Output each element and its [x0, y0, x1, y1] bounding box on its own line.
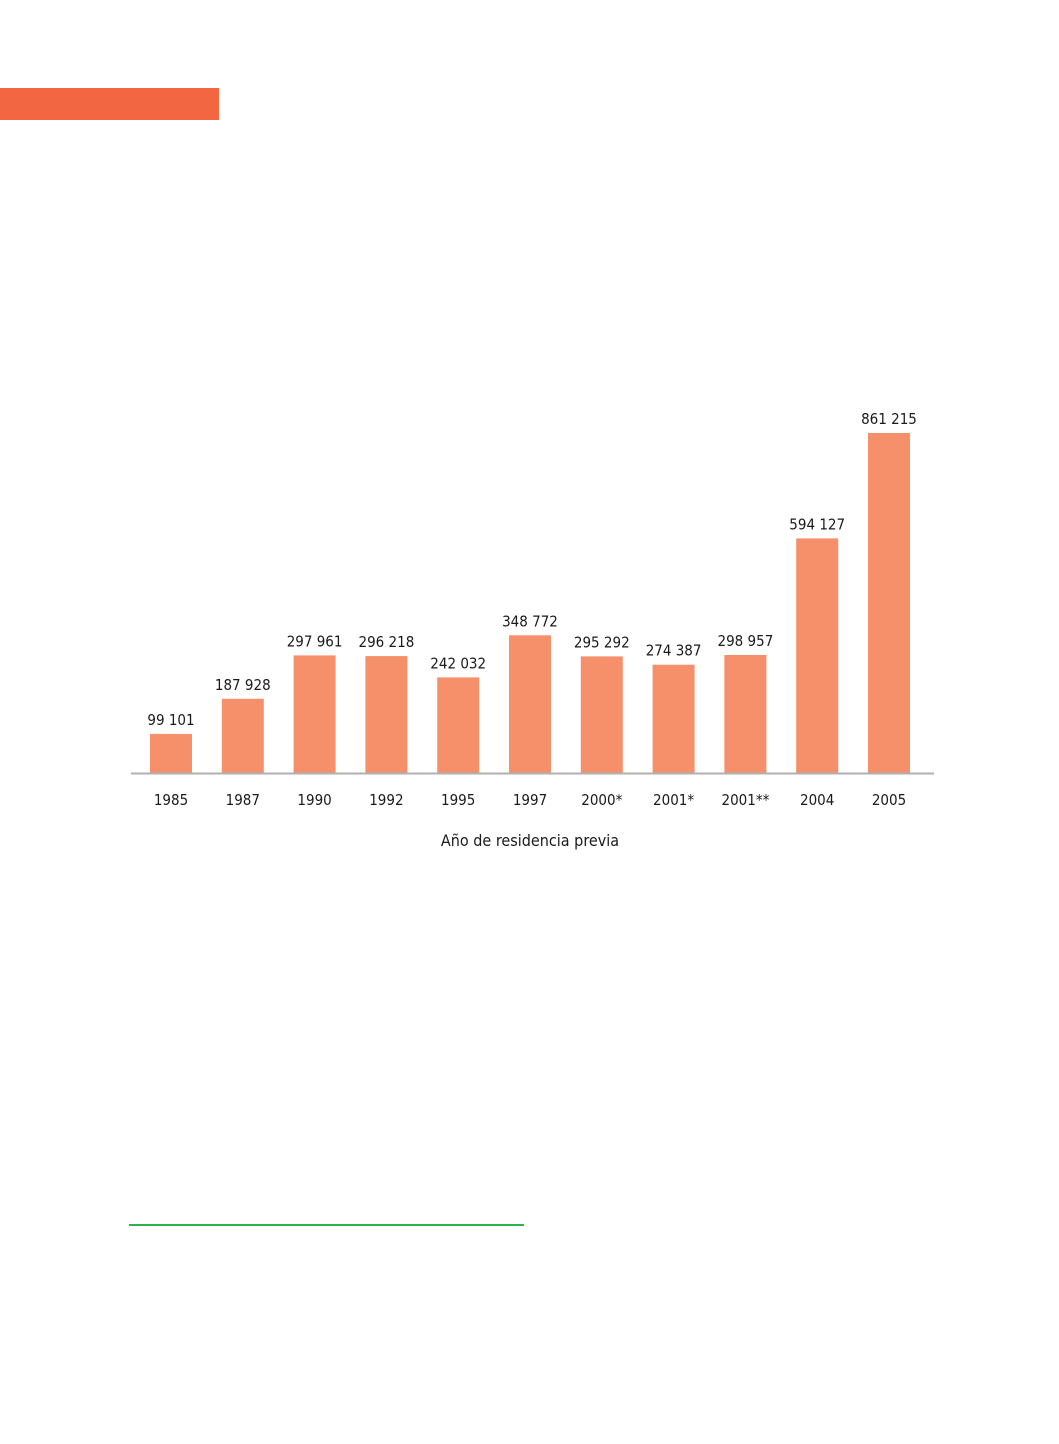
footnote-divider: [129, 1224, 524, 1226]
bar-2000*: [580, 656, 623, 773]
bar-2004: [796, 538, 839, 773]
x-tick-2004: 2004: [800, 791, 834, 809]
chart-canvas: 99 101 187 928 297 961 296 218 242 032 348 77…: [131, 410, 934, 850]
x-tick-2001*: 2001*: [653, 791, 694, 809]
value-label-2001*: 274 387: [646, 642, 702, 660]
value-labels-layer: 99 101 187 928 297 961 296 218 242 032 348 77…: [147, 410, 917, 729]
x-tick-2001**: 2001**: [721, 791, 769, 809]
x-tick-labels-layer: 1985 1987 1990 1992 1995 1997 2000* 2001* 2001**…: [154, 791, 906, 809]
bar-1995: [437, 677, 480, 773]
bar-1985: [150, 733, 192, 773]
value-label-1985: 99 101: [147, 711, 194, 729]
value-label-1987: 187 928: [215, 676, 271, 694]
x-tick-1995: 1995: [441, 791, 475, 809]
x-tick-1997: 1997: [513, 791, 547, 809]
value-label-1990: 297 961: [287, 632, 343, 650]
value-label-2001**: 298 957: [718, 632, 774, 650]
bar-1997: [509, 635, 551, 773]
x-tick-1992: 1992: [369, 791, 403, 809]
bar-chart: 99 101 187 928 297 961 296 218 242 032 348 77…: [131, 410, 934, 850]
x-axis-title: Año de residencia previa: [441, 831, 619, 850]
bar-1987: [221, 698, 264, 773]
x-tick-1990: 1990: [297, 791, 331, 809]
x-tick-1987: 1987: [226, 791, 260, 809]
value-label-1995: 242 032: [430, 654, 486, 672]
x-tick-2000*: 2000*: [581, 791, 622, 809]
value-label-2005: 861 215: [861, 410, 917, 428]
bar-2001*: [652, 664, 695, 773]
value-label-1992: 296 218: [359, 633, 415, 651]
header-accent-bar: [0, 88, 219, 120]
bar-2001**: [724, 655, 767, 773]
x-tick-1985: 1985: [154, 791, 188, 809]
x-tick-2005: 2005: [872, 791, 906, 809]
bars-layer: [150, 433, 910, 773]
bar-1992: [365, 656, 408, 773]
bar-1990: [293, 655, 336, 773]
value-label-1997: 348 772: [502, 612, 558, 630]
value-label-2004: 594 127: [789, 515, 845, 533]
bar-2005: [868, 433, 910, 773]
value-label-2000*: 295 292: [574, 633, 630, 651]
